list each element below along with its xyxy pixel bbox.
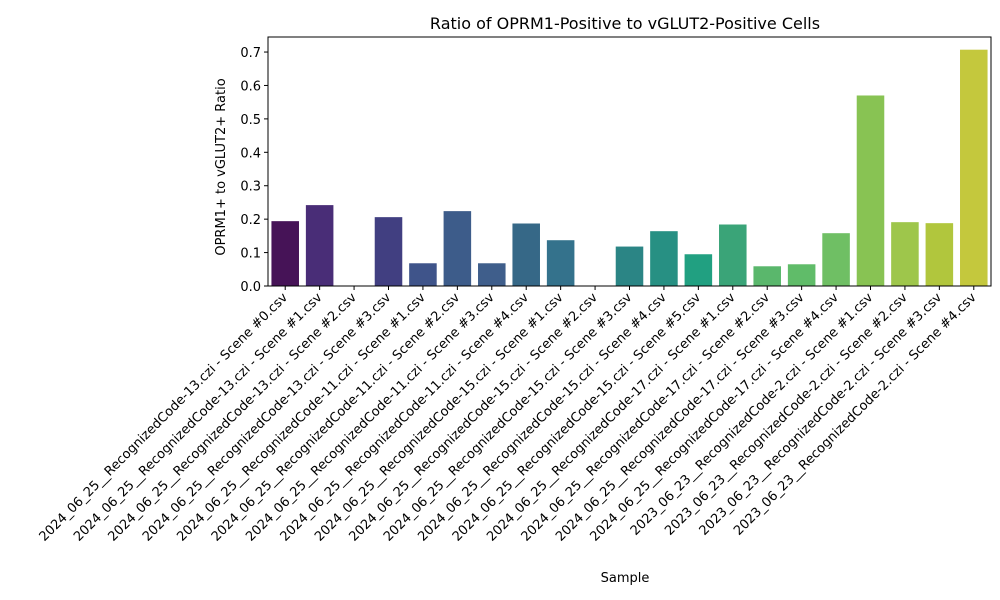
- y-tick-label-2: 0.2: [240, 213, 261, 228]
- plot-frame: [267, 36, 992, 287]
- y-tick-label-1: 0.1: [240, 247, 261, 262]
- bar-18: [891, 222, 919, 286]
- y-tick-label-0: 0.0: [240, 280, 261, 295]
- y-tick-label-5: 0.5: [240, 113, 261, 128]
- bar-6: [478, 263, 506, 286]
- bar-4: [409, 263, 437, 286]
- y-tick-label-7: 0.7: [240, 46, 261, 61]
- chart-title: Ratio of OPRM1-Positive to vGLUT2-Positi…: [430, 14, 820, 33]
- bar-17: [856, 95, 885, 286]
- y-axis-label: OPRM1+ to vGLUT2+ Ratio: [214, 78, 229, 255]
- y-tick-label-3: 0.3: [240, 180, 261, 195]
- bar-13: [719, 224, 747, 286]
- bar-5: [443, 211, 472, 286]
- x-axis-label: Sample: [601, 571, 650, 586]
- bar-19: [925, 223, 954, 286]
- bar-12: [684, 254, 713, 286]
- bar-11: [650, 231, 678, 286]
- y-axis: 0.0 0.1 0.2 0.3 0.4 0.5 0.6 0.7: [240, 46, 268, 295]
- bar-20: [960, 49, 988, 287]
- bar-1: [305, 205, 334, 286]
- bar-10: [615, 246, 644, 286]
- y-tick-label-4: 0.4: [240, 146, 261, 161]
- bar-7: [512, 223, 540, 286]
- bar-14: [753, 266, 781, 286]
- x-axis: 2024_06_25__RecognizedCode-13.czi - Scen…: [37, 286, 980, 545]
- bar-15: [787, 264, 816, 286]
- bar-16: [822, 233, 850, 286]
- bar-0: [271, 221, 299, 286]
- bars-group: [271, 49, 988, 287]
- bar-3: [374, 217, 403, 286]
- bar-8: [546, 240, 575, 286]
- y-tick-label-6: 0.6: [240, 79, 261, 94]
